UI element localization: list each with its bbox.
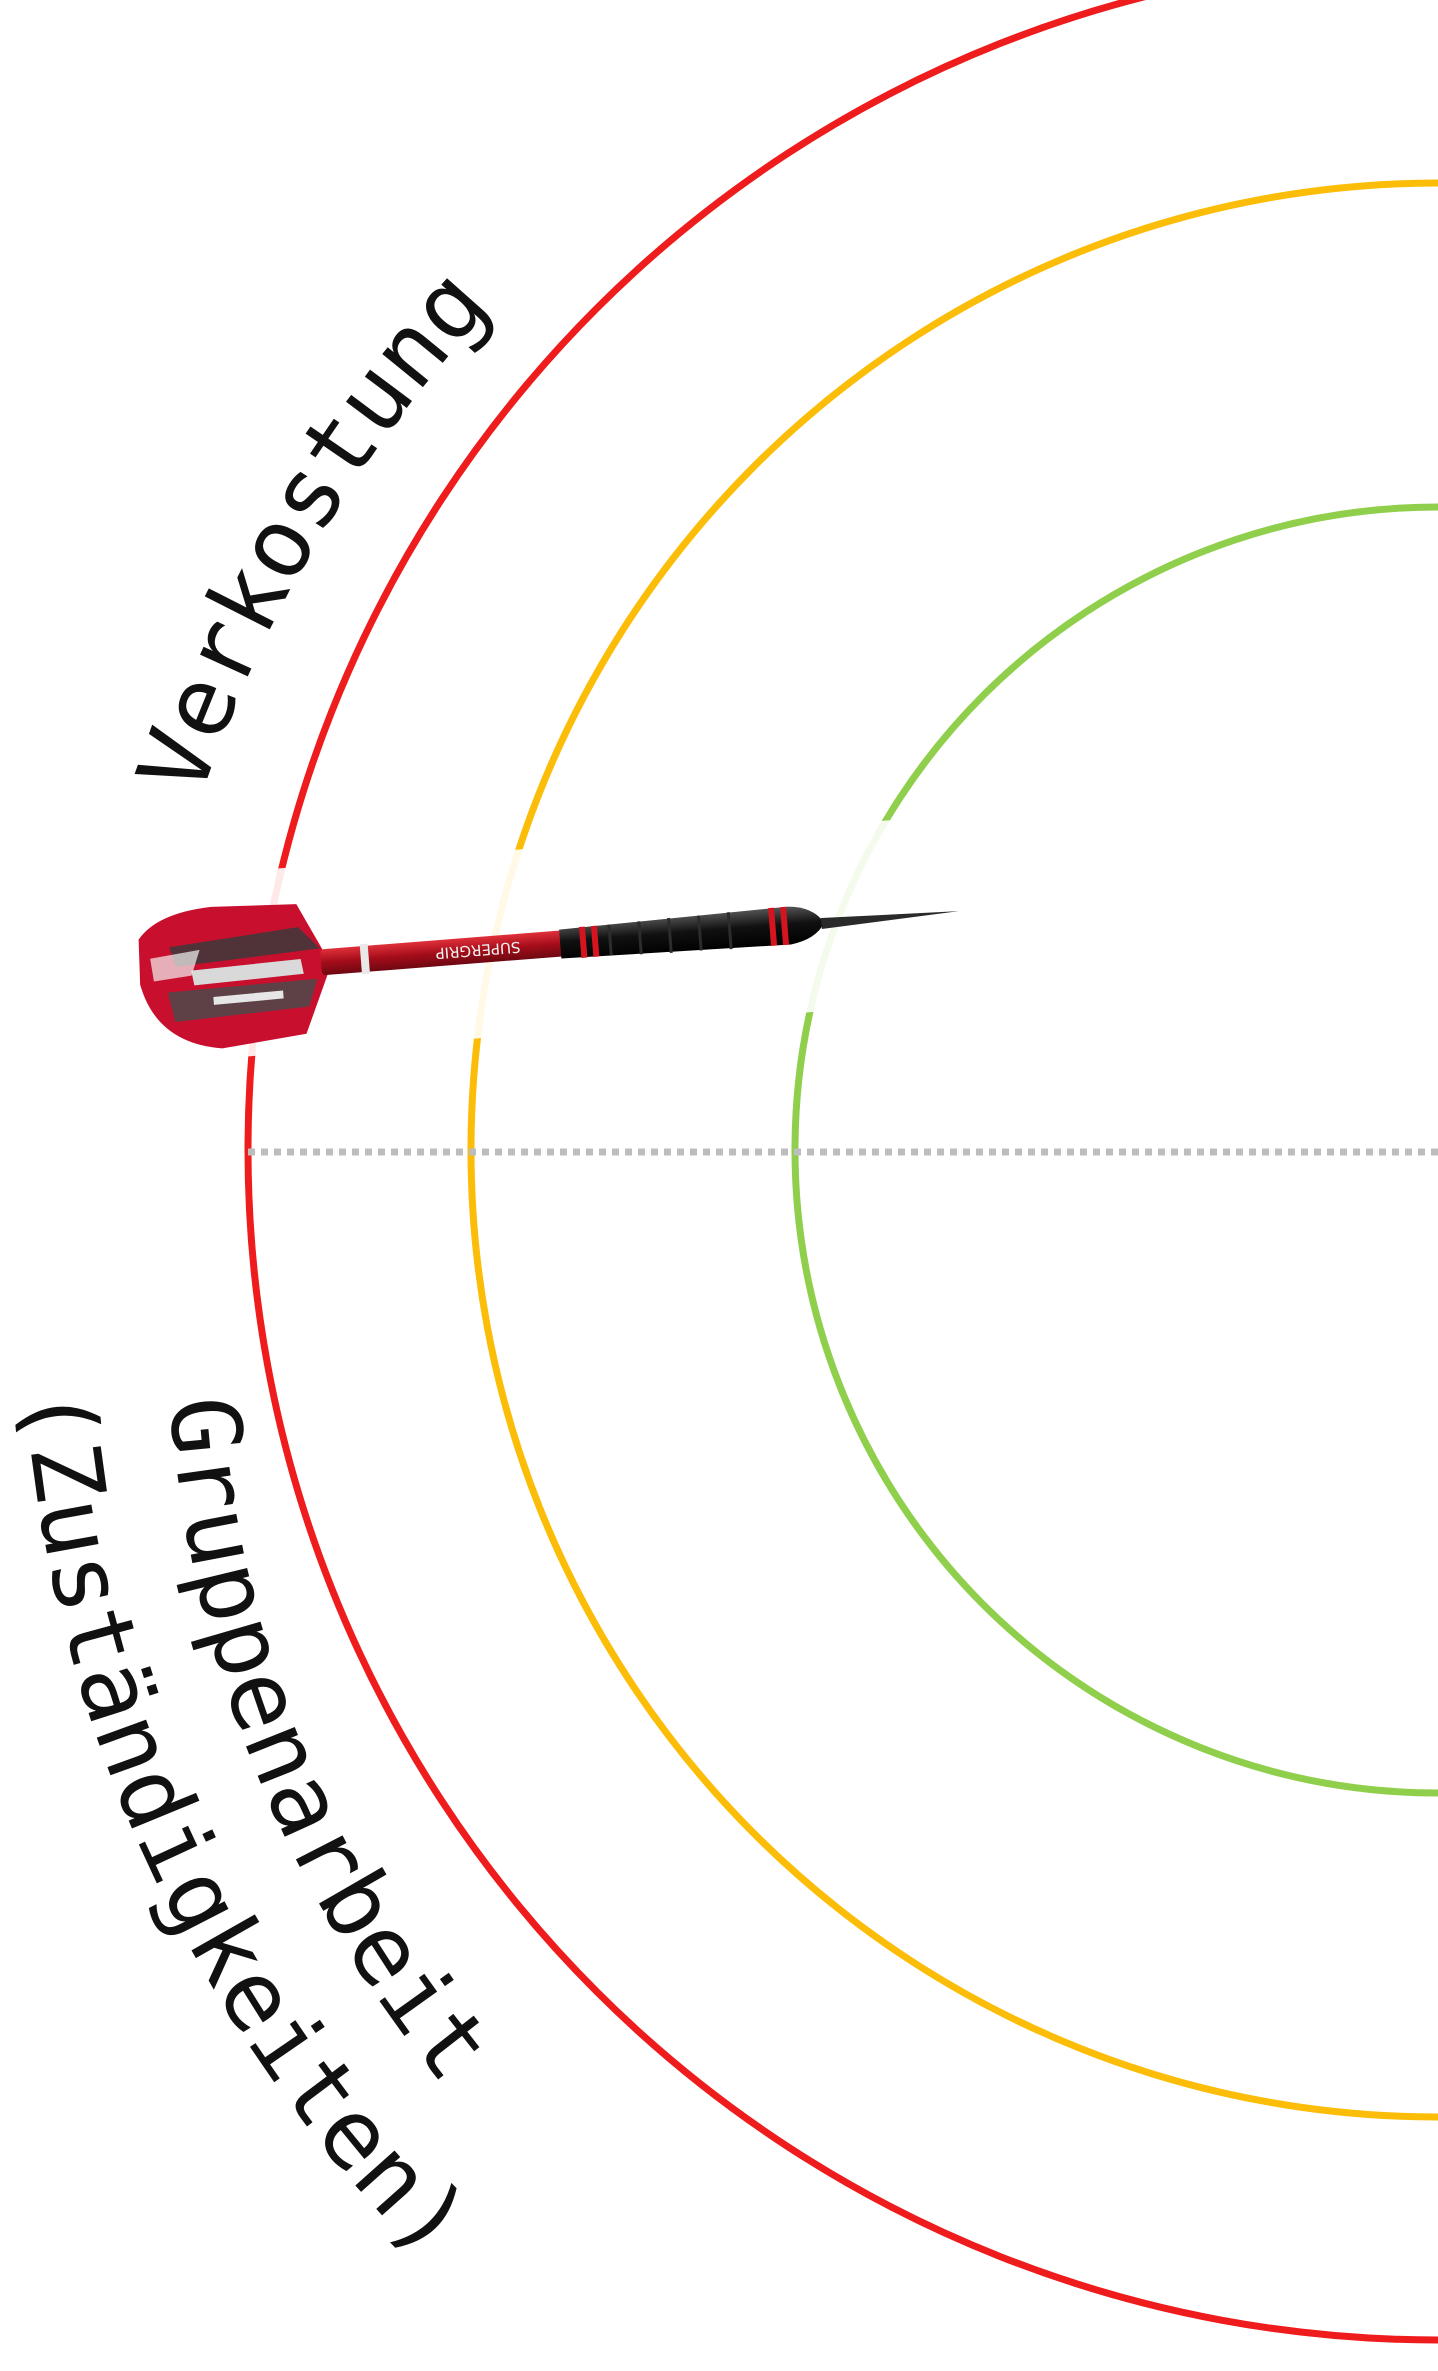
dart-flight xyxy=(138,904,332,1049)
dart-barrel-grooves xyxy=(607,912,733,956)
label-top: Verkostung xyxy=(116,247,509,808)
dart-image: SUPERGRIP xyxy=(69,815,961,1070)
dart-shaft xyxy=(320,930,566,976)
dart-barrel-accents xyxy=(578,906,790,958)
dart-shaft-ring xyxy=(359,943,370,975)
dart-barrel xyxy=(559,906,825,959)
dart-point xyxy=(821,911,959,929)
